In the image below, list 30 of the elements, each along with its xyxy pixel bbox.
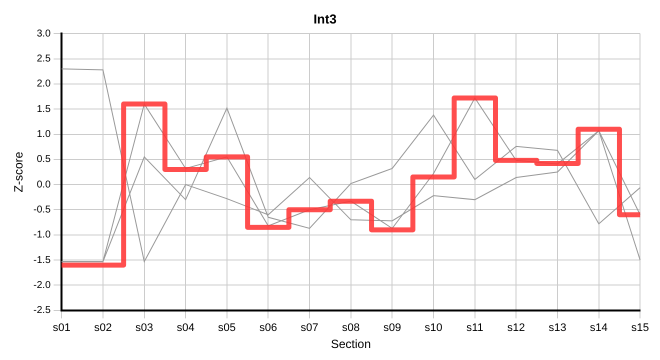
y-axis-title: Z-score — [12, 151, 26, 192]
x-tick-label: s14 — [590, 322, 608, 334]
chart-title: Int3 — [313, 11, 337, 26]
x-tick-label: s10 — [424, 322, 442, 334]
x-tick-label: s12 — [507, 322, 526, 334]
x-tick-label: s11 — [466, 322, 484, 334]
y-tick-label: 1.5 — [36, 104, 52, 115]
x-tick-label: s01 — [52, 322, 71, 334]
y-tick-label: -1.0 — [33, 230, 52, 241]
x-tick-label: s09 — [383, 322, 402, 334]
y-tick-label: 1.0 — [36, 129, 52, 140]
y-tick-label: 3.0 — [36, 28, 52, 40]
x-tick-label: s06 — [259, 322, 278, 334]
x-tick-label: s13 — [548, 322, 566, 334]
x-tick-label: s08 — [342, 322, 360, 334]
y-tick-label: 2.5 — [36, 54, 52, 65]
x-tick-label: s03 — [135, 322, 154, 334]
x-tick-label: s02 — [94, 322, 112, 334]
y-tick-label: -2.0 — [33, 280, 52, 291]
y-tick-label: -1.5 — [33, 254, 52, 266]
x-tick-label: s07 — [300, 322, 318, 334]
x-axis-title: Section — [330, 337, 371, 352]
y-tick-label: 0.5 — [36, 154, 52, 166]
y-tick-label: 0.0 — [36, 179, 52, 190]
y-tick-label: -0.5 — [33, 204, 52, 216]
x-tick-label: s05 — [218, 322, 236, 334]
x-tick-label: s15 — [631, 322, 650, 334]
x-tick-label: s04 — [176, 322, 194, 334]
y-tick-label: -2.5 — [33, 305, 52, 316]
y-tick-label: 2.0 — [36, 78, 52, 90]
